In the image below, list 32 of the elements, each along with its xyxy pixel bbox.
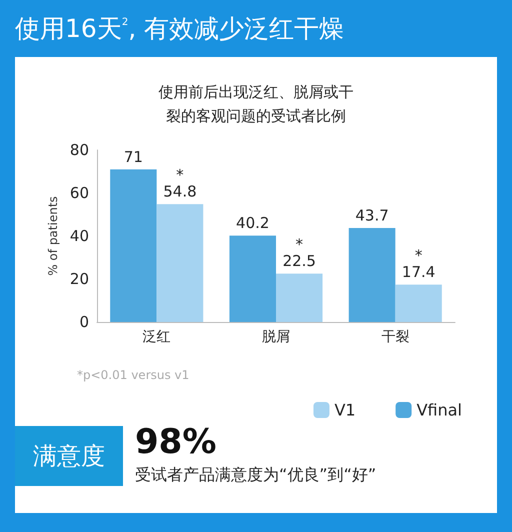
text: 受试者产品满意度为“优良”到“好” bbox=[135, 464, 376, 486]
data-label: 40.2 bbox=[236, 214, 270, 232]
annotation: * bbox=[414, 246, 423, 265]
chart-title: 使用16天$^{2}$, 有效减少泛红干燥 bbox=[15, 13, 344, 45]
legend-label: Vfinal bbox=[416, 400, 462, 420]
data-label: 71 bbox=[124, 148, 143, 166]
data-label: 43.7 bbox=[355, 206, 389, 225]
annotation: * bbox=[296, 236, 304, 254]
x-tick-label: 脱屑 bbox=[262, 329, 290, 345]
bar bbox=[348, 228, 396, 322]
y-axis-title: % of patients bbox=[46, 196, 60, 276]
bar bbox=[229, 236, 276, 322]
legend-label: V1 bbox=[334, 400, 356, 420]
annotation: * bbox=[176, 166, 184, 184]
y-tick-label: 0 bbox=[79, 313, 89, 331]
y-tick-label: 80 bbox=[70, 141, 89, 159]
bar bbox=[156, 204, 204, 322]
text: *p<0.01 versus v1 bbox=[77, 368, 190, 382]
y-tick-label: 40 bbox=[70, 227, 89, 245]
y-tick-label: 60 bbox=[70, 184, 89, 202]
x-tick-label: 泛红 bbox=[142, 329, 171, 345]
data-label: 54.8 bbox=[163, 182, 197, 201]
text: 98% bbox=[135, 422, 216, 462]
bar bbox=[276, 274, 323, 322]
chart-subtitle: 使用前后出现泛红、脱屑或干裂的客观问题的受试者比例 bbox=[158, 83, 354, 125]
y-tick-label: 20 bbox=[70, 270, 89, 288]
bar bbox=[395, 284, 442, 322]
data-label: 22.5 bbox=[282, 252, 316, 270]
x-tick-label: 干裂 bbox=[381, 329, 410, 345]
text: 满意度 bbox=[15, 426, 123, 486]
data-label: 17.4 bbox=[402, 263, 436, 282]
bar bbox=[110, 169, 157, 322]
